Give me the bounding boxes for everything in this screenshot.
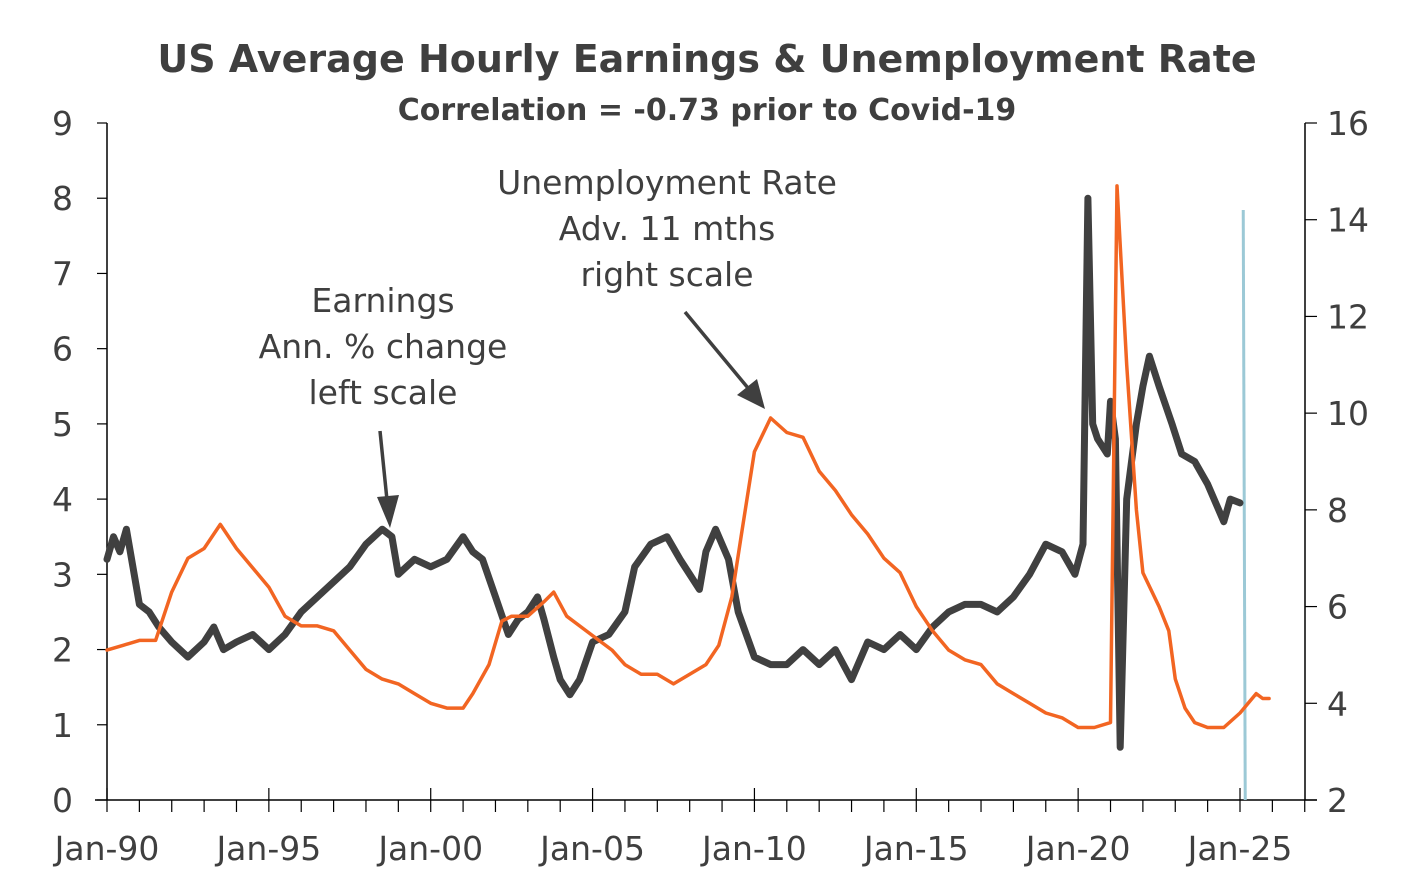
left-tick-label: 6	[52, 330, 73, 369]
left-tick-label: 7	[52, 254, 73, 293]
x-tick-label: Jan-95	[214, 829, 321, 868]
left-tick-label: 0	[52, 781, 73, 820]
x-tick-label: Jan-10	[700, 829, 807, 868]
left-tick-label: 5	[52, 405, 73, 444]
x-tick-label: Jan-20	[1024, 829, 1131, 868]
right-tick-label: 6	[1327, 588, 1348, 627]
unemployment-line	[105, 184, 1271, 730]
chart-subtitle: Correlation = -0.73 prior to Covid-19	[398, 93, 1017, 128]
left-tick-label: 4	[52, 480, 73, 519]
left-tick-label: 8	[52, 179, 73, 218]
x-tick-label: Jan-00	[376, 829, 483, 868]
right-tick-label: 14	[1327, 201, 1369, 240]
earnings-line	[103, 194, 1244, 751]
earnings-annotation-line: Earnings	[311, 281, 454, 320]
right-tick-label: 16	[1327, 104, 1369, 143]
earnings-arrow-shaft	[378, 430, 389, 501]
left-tick-label: 3	[52, 555, 73, 594]
right-tick-label: 12	[1327, 297, 1369, 336]
x-tick-label: Jan-25	[1186, 829, 1293, 868]
right-tick-label: 4	[1327, 684, 1348, 723]
right-tick-label: 10	[1327, 394, 1369, 433]
right-tick-label: 8	[1327, 491, 1348, 530]
series-layer	[103, 184, 1271, 801]
unemployment-arrow-head	[737, 379, 765, 409]
right-tick-label: 2	[1327, 781, 1348, 820]
chart-title: US Average Hourly Earnings & Unemploymen…	[157, 37, 1256, 81]
left-tick-label: 9	[52, 104, 73, 143]
x-tick-label: Jan-90	[53, 829, 160, 868]
unemployment-annotation-line: Adv. 11 mths	[559, 209, 776, 248]
unemployment-arrow-shaft	[683, 310, 750, 390]
earnings-annotation-line: left scale	[309, 373, 458, 412]
unemployment-annotation-line: Unemployment Rate	[497, 163, 837, 202]
left-tick-label: 2	[52, 631, 73, 670]
left-tick-label: 1	[52, 706, 73, 745]
earnings-arrow-head	[377, 495, 399, 528]
x-tick-label: Jan-15	[862, 829, 969, 868]
annotations: Earnings Ann. % change left scale Unemploym…	[259, 163, 837, 528]
unemployment-annotation-line: right scale	[580, 255, 753, 294]
x-tick-label: Jan-05	[538, 829, 645, 868]
earnings-annotation-line: Ann. % change	[259, 327, 508, 366]
vertical-marker-line	[1241, 210, 1247, 801]
